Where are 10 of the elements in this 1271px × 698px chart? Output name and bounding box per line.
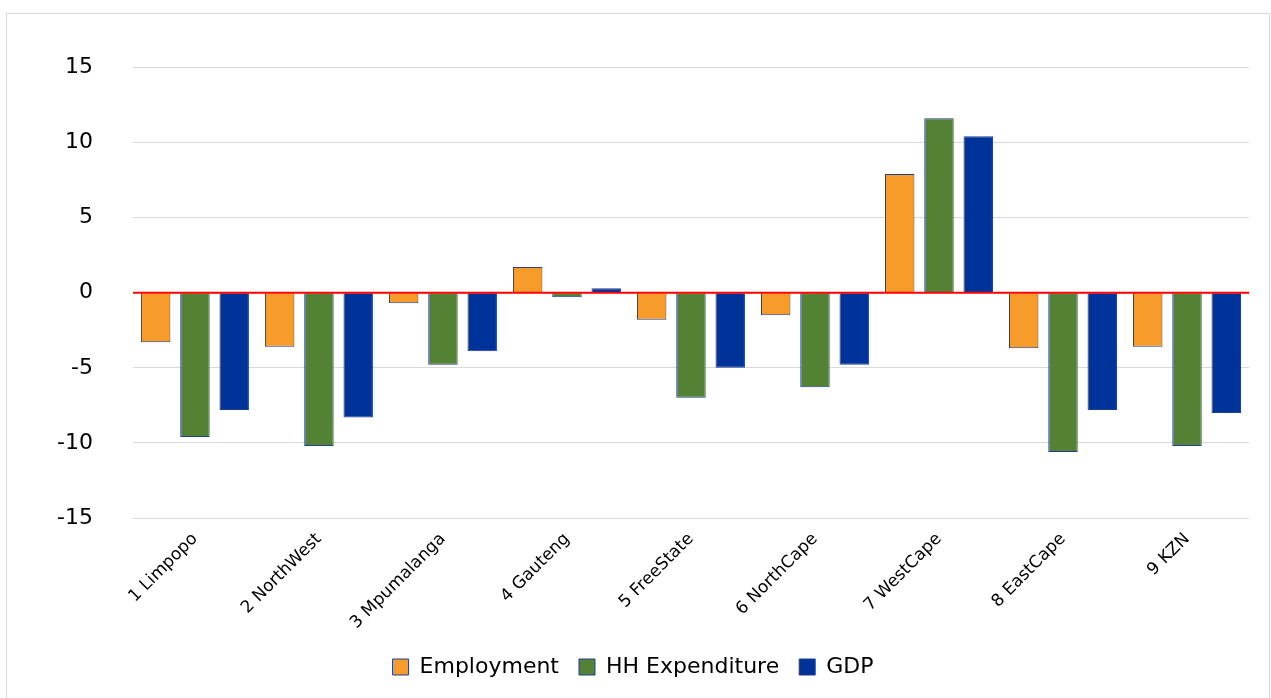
legend-label: GDP [826,652,874,678]
legend-label: Employment [419,652,560,678]
y-tick-label: -10 [57,428,93,454]
y-tick-label: -5 [71,353,93,379]
y-tick-label: 10 [64,128,93,154]
y-tick-label: 15 [64,52,93,78]
legend-label: HH Expenditure [605,652,780,678]
y-tick-label: -15 [57,503,93,529]
y-tick-label: 0 [78,278,93,304]
y-tick-label: 5 [78,203,93,229]
